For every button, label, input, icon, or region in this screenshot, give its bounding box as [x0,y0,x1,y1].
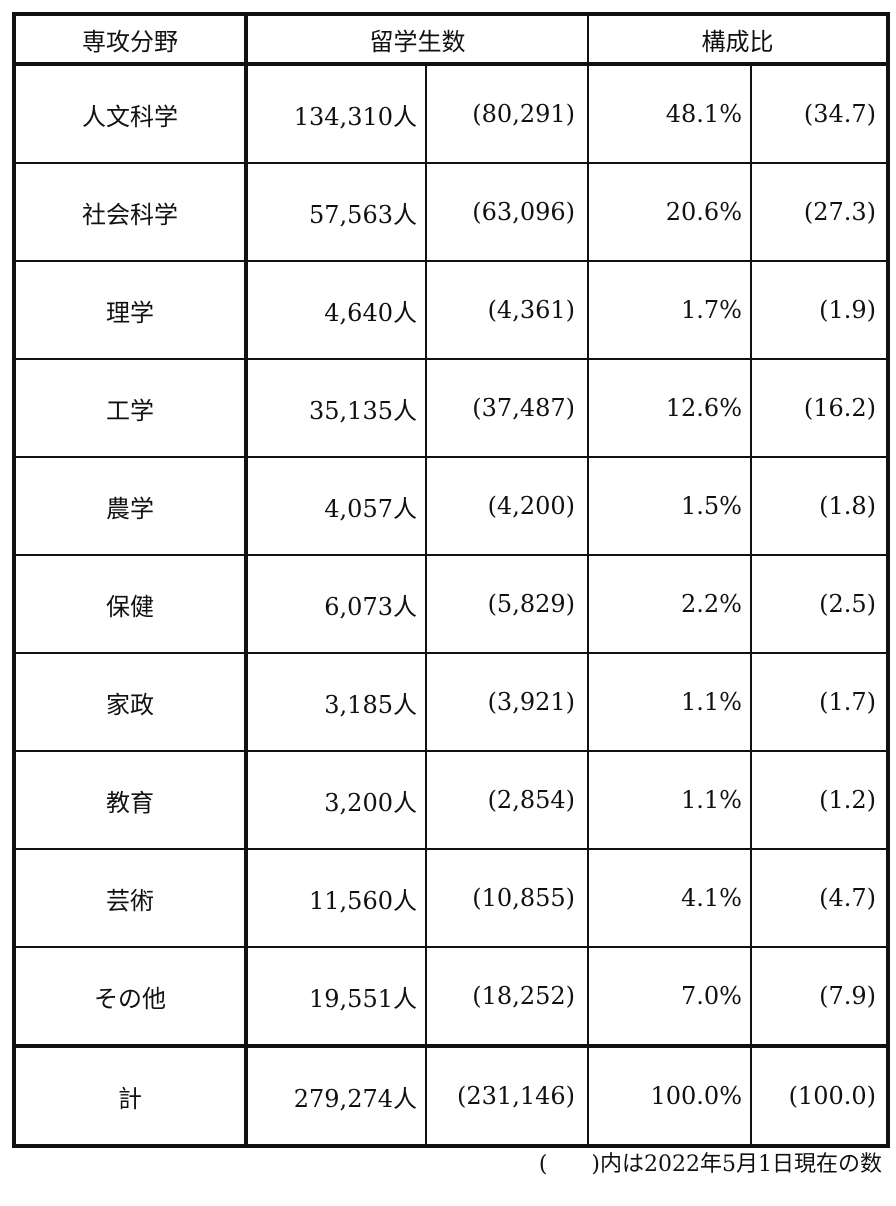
ratio-prev-cell: (1.2) [750,750,889,850]
table-row: その他 19,551人 (18,252) 7.0% (7.9) [13,946,889,1047]
total-ratio-prev-cell: (100.0) [750,1044,889,1147]
table-row: 農学 4,057人 (4,200) 1.5% (1.8) [13,456,889,556]
students-cell: 3,200人 [245,750,427,850]
students-cell: 4,057人 [245,456,427,556]
table-header-row: 専攻分野 留学生数 構成比 [13,13,889,65]
ratio-cell: 2.2% [587,554,752,654]
student-statistics-table-wrapper: 専攻分野 留学生数 構成比 人文科学 134,310人 (80,291) 48.… [12,12,890,1148]
students-prev-cell: (5,829) [425,554,589,654]
students-prev-cell: (37,487) [425,358,589,458]
students-cell: 3,185人 [245,652,427,752]
field-cell: 家政 [13,652,248,752]
table-row: 保健 6,073人 (5,829) 2.2% (2.5) [13,554,889,654]
students-cell: 57,563人 [245,162,427,262]
ratio-cell: 1.1% [587,750,752,850]
total-students-prev-cell: (231,146) [425,1044,589,1147]
students-prev-cell: (2,854) [425,750,589,850]
ratio-cell: 4.1% [587,848,752,948]
ratio-cell: 7.0% [587,946,752,1047]
field-cell: 芸術 [13,848,248,948]
field-cell: 人文科学 [13,63,248,164]
students-prev-cell: (4,200) [425,456,589,556]
ratio-cell: 1.7% [587,260,752,360]
field-cell: 保健 [13,554,248,654]
table-row: 工学 35,135人 (37,487) 12.6% (16.2) [13,358,889,458]
ratio-prev-cell: (1.9) [750,260,889,360]
ratio-cell: 1.1% [587,652,752,752]
students-prev-cell: (80,291) [425,63,589,164]
field-cell: 理学 [13,260,248,360]
students-cell: 35,135人 [245,358,427,458]
ratio-prev-cell: (4.7) [750,848,889,948]
field-cell: 社会科学 [13,162,248,262]
total-field-cell: 計 [13,1044,248,1147]
ratio-prev-cell: (2.5) [750,554,889,654]
field-cell: 農学 [13,456,248,556]
students-prev-cell: (10,855) [425,848,589,948]
table-row: 家政 3,185人 (3,921) 1.1% (1.7) [13,652,889,752]
student-statistics-table: 専攻分野 留学生数 構成比 人文科学 134,310人 (80,291) 48.… [12,12,890,1148]
field-cell: 教育 [13,750,248,850]
students-cell: 4,640人 [245,260,427,360]
table-body: 人文科学 134,310人 (80,291) 48.1% (34.7) 社会科学… [13,63,889,1147]
table-row: 理学 4,640人 (4,361) 1.7% (1.9) [13,260,889,360]
ratio-cell: 48.1% [587,63,752,164]
students-cell: 134,310人 [245,63,427,164]
header-ratio: 構成比 [587,13,889,65]
ratio-cell: 1.5% [587,456,752,556]
total-ratio-cell: 100.0% [587,1044,752,1147]
students-prev-cell: (3,921) [425,652,589,752]
students-prev-cell: (63,096) [425,162,589,262]
ratio-prev-cell: (7.9) [750,946,889,1047]
header-students: 留学生数 [245,13,589,65]
ratio-cell: 20.6% [587,162,752,262]
ratio-prev-cell: (34.7) [750,63,889,164]
table-row: 芸術 11,560人 (10,855) 4.1% (4.7) [13,848,889,948]
ratio-cell: 12.6% [587,358,752,458]
students-prev-cell: (18,252) [425,946,589,1047]
total-row: 計 279,274人 (231,146) 100.0% (100.0) [13,1044,889,1147]
ratio-prev-cell: (1.8) [750,456,889,556]
students-cell: 19,551人 [245,946,427,1047]
ratio-prev-cell: (1.7) [750,652,889,752]
field-cell: 工学 [13,358,248,458]
ratio-prev-cell: (16.2) [750,358,889,458]
ratio-prev-cell: (27.3) [750,162,889,262]
field-cell: その他 [13,946,248,1047]
students-cell: 11,560人 [245,848,427,948]
header-field: 専攻分野 [13,13,248,65]
table-row: 人文科学 134,310人 (80,291) 48.1% (34.7) [13,63,889,164]
table-row: 社会科学 57,563人 (63,096) 20.6% (27.3) [13,162,889,262]
table-row: 教育 3,200人 (2,854) 1.1% (1.2) [13,750,889,850]
total-students-cell: 279,274人 [245,1044,427,1147]
students-cell: 6,073人 [245,554,427,654]
students-prev-cell: (4,361) [425,260,589,360]
footnote: ( )内は2022年5月1日現在の数 [538,1152,882,1177]
